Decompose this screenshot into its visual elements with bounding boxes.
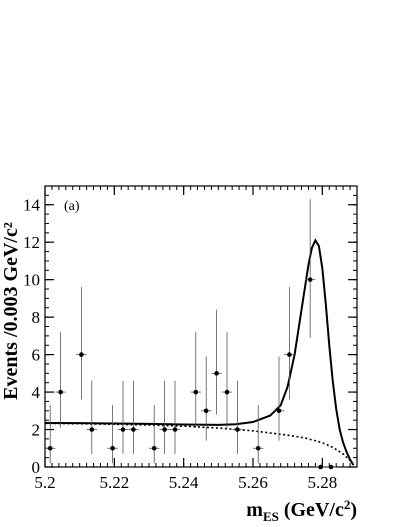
point-marker <box>235 427 240 432</box>
data-point <box>211 309 222 415</box>
x-axis-title-close: ) <box>350 499 357 521</box>
data-point <box>315 464 326 470</box>
x-axis-title-unit: (GeV/c <box>279 499 344 521</box>
data-point <box>55 332 66 428</box>
data-point <box>325 464 337 470</box>
x-axis-title: mES (GeV/c2) <box>246 497 357 524</box>
y-tick-label: 12 <box>23 233 40 252</box>
point-marker <box>224 389 230 395</box>
point-marker <box>110 445 115 451</box>
x-tick-label: 5.22 <box>99 473 129 492</box>
background-fit-curve <box>44 422 355 466</box>
data-point <box>159 380 170 454</box>
data-point <box>45 405 56 464</box>
point-marker <box>203 408 209 414</box>
y-tick-label: 4 <box>32 383 41 402</box>
y-axis-title: Events /0.003 GeV/c² <box>0 222 22 400</box>
data-point <box>305 199 316 338</box>
data-point <box>273 356 285 441</box>
point-marker <box>307 277 313 282</box>
x-tick-label: 5.2 <box>34 473 55 492</box>
data-point <box>169 380 181 454</box>
point-marker <box>193 389 199 395</box>
x-axis-title-main: m <box>246 499 263 521</box>
x-axis-title-power: 2 <box>344 497 351 512</box>
point-marker <box>255 445 261 451</box>
point-marker <box>79 352 84 357</box>
data-point <box>117 380 129 454</box>
data-point <box>284 287 295 400</box>
point-marker <box>328 464 334 470</box>
data-point <box>86 380 97 454</box>
y-tick-label: 2 <box>32 421 41 440</box>
data-point <box>201 356 212 441</box>
point-marker <box>287 352 292 357</box>
y-tick-label: 10 <box>23 271 40 290</box>
data-point <box>232 380 243 454</box>
point-marker <box>276 408 282 414</box>
data-points <box>45 199 337 470</box>
data-point <box>190 332 201 428</box>
x-tick-label: 5.24 <box>169 473 199 492</box>
point-marker <box>151 445 157 451</box>
x-axis: 5.2 5.22 5.24 5.26 5.28 <box>34 186 358 492</box>
fit-curves <box>44 238 355 466</box>
point-marker <box>47 445 53 451</box>
x-axis-title-sub: ES <box>263 509 279 524</box>
point-marker <box>318 464 323 470</box>
data-point <box>253 405 264 464</box>
point-marker <box>58 389 63 395</box>
panel-label: (a) <box>64 199 80 214</box>
point-marker <box>89 427 95 432</box>
point-marker <box>214 371 219 376</box>
y-tick-label: 0 <box>32 458 41 477</box>
point-marker <box>131 427 136 432</box>
x-tick-label: 5.28 <box>307 473 337 492</box>
data-point <box>221 332 233 428</box>
total-fit-curve <box>44 238 355 466</box>
x-tick-label: 5.26 <box>238 473 268 492</box>
point-marker <box>120 427 126 432</box>
y-tick-label: 6 <box>32 346 41 365</box>
data-point <box>76 287 87 400</box>
data-point <box>149 405 160 464</box>
point-marker <box>172 427 178 432</box>
point-marker <box>162 427 167 432</box>
data-point <box>128 380 139 454</box>
data-point <box>107 405 118 464</box>
y-tick-label: 14 <box>23 196 41 215</box>
y-tick-label: 8 <box>32 308 41 327</box>
y-axis: 0 2 4 6 8 10 12 14 <box>23 185 357 477</box>
